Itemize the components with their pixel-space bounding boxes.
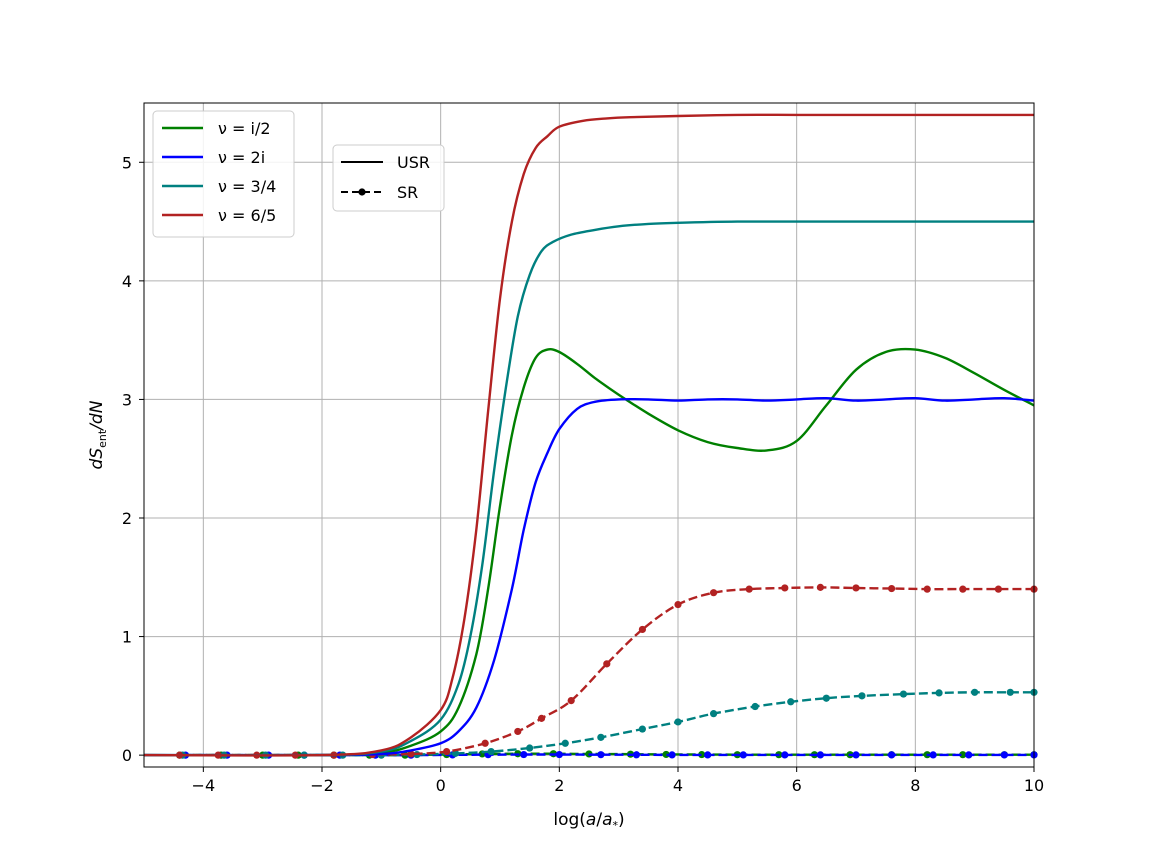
data-point	[923, 585, 931, 593]
data-point	[852, 584, 860, 592]
y-tick-label: 2	[122, 509, 132, 528]
data-point	[704, 751, 712, 759]
legend-nu-label: ν = 2i	[218, 148, 265, 167]
data-point	[899, 690, 908, 698]
data-point	[1006, 688, 1014, 696]
y-tick-label: 3	[122, 390, 132, 409]
data-point	[852, 751, 860, 759]
legend-style-entry: USR	[341, 153, 430, 172]
grid	[144, 103, 1035, 767]
x-tick-label: −2	[310, 776, 334, 795]
data-point	[971, 688, 979, 696]
data-point	[888, 584, 896, 593]
data-point	[751, 702, 759, 711]
data-point	[816, 583, 825, 591]
legend-style-label: USR	[397, 153, 430, 172]
data-point	[674, 718, 682, 726]
series-usr-i2	[143, 347, 1035, 757]
series-line-usr-2i	[143, 396, 1035, 757]
data-point	[668, 751, 676, 759]
data-point	[632, 751, 641, 759]
legend-nu-entry: ν = 2i	[162, 148, 265, 167]
legend-nu-box	[152, 110, 295, 238]
x-tick-label: 8	[910, 776, 920, 795]
data-point	[638, 725, 647, 733]
legend-style: USR SR	[332, 144, 445, 212]
x-axis-title: log(a/a*)	[553, 810, 624, 832]
data-point	[959, 751, 967, 759]
data-point	[1000, 751, 1008, 759]
x-tick-label: 10	[1024, 776, 1044, 795]
x-tick-label: 0	[436, 776, 446, 795]
series-line-sr-65	[179, 586, 1034, 757]
legend-nu-entry: ν = 3/4	[162, 177, 276, 196]
data-point	[787, 698, 795, 706]
legend-style-entry: SR	[341, 183, 418, 202]
y-tick-label: 1	[122, 628, 132, 647]
data-point	[698, 750, 706, 759]
data-point	[567, 697, 575, 705]
x-tick-label: 4	[673, 776, 683, 795]
legend-nu-label: ν = i/2	[218, 119, 271, 138]
data-point	[561, 739, 569, 747]
data-point	[994, 585, 1003, 593]
data-point	[781, 751, 789, 759]
data-point	[816, 751, 825, 759]
data-point	[443, 747, 451, 756]
data-point	[959, 585, 967, 593]
data-point	[965, 751, 973, 759]
y-tick-label: 4	[122, 272, 132, 291]
legend-nu: ν = i/2 ν = 2i ν = 3/4 ν = 6/5	[152, 110, 295, 238]
series-line-usr-65	[143, 113, 1034, 757]
data-point	[745, 585, 753, 593]
data-point	[674, 600, 682, 609]
series-line-usr-i2	[143, 347, 1035, 757]
data-point	[597, 751, 605, 759]
data-point	[888, 751, 896, 759]
series-line-usr-34	[143, 220, 1034, 757]
legend-marker	[358, 188, 366, 196]
series-sr-34	[178, 688, 1038, 759]
data-point	[638, 625, 647, 634]
data-point	[935, 689, 943, 697]
legend-nu-label: ν = 6/5	[218, 206, 276, 225]
y-tick-label: 5	[122, 153, 132, 172]
series-line-sr-34	[182, 691, 1034, 757]
ticks: −4 −2 0 2 4 6 8 10 0 1 2 3 4 5	[122, 153, 1044, 795]
series-usr-2i	[143, 396, 1035, 757]
x-tick-label: −4	[192, 776, 216, 795]
series-layer	[143, 113, 1038, 759]
data-point	[537, 714, 546, 722]
legend-style-label: SR	[397, 183, 418, 202]
data-point	[739, 751, 747, 759]
data-point	[487, 747, 495, 756]
data-point	[481, 739, 489, 747]
plot-frame	[143, 102, 1035, 768]
series-sr-65	[176, 583, 1038, 759]
data-point	[710, 589, 718, 597]
data-point	[781, 584, 789, 592]
data-point	[929, 751, 937, 759]
data-point	[555, 750, 563, 759]
x-tick-label: 6	[792, 776, 802, 795]
data-point	[662, 750, 670, 759]
y-axis-title: dSent/dN	[87, 400, 109, 469]
x-tick-label: 2	[554, 776, 564, 795]
data-point	[603, 660, 611, 668]
legend-nu-entry: ν = 6/5	[162, 206, 276, 225]
data-point	[597, 733, 605, 741]
legend-nu-label: ν = 3/4	[218, 177, 276, 196]
y-tick-label: 0	[122, 746, 132, 765]
data-point	[520, 750, 528, 759]
data-point	[710, 710, 718, 718]
legend-nu-entry: ν = i/2	[162, 119, 271, 138]
data-point	[514, 727, 522, 736]
data-point	[407, 750, 415, 758]
data-point	[526, 744, 534, 752]
series-usr-65	[143, 113, 1034, 757]
data-point	[822, 694, 830, 702]
series-usr-34	[143, 220, 1034, 757]
data-point	[858, 692, 866, 700]
